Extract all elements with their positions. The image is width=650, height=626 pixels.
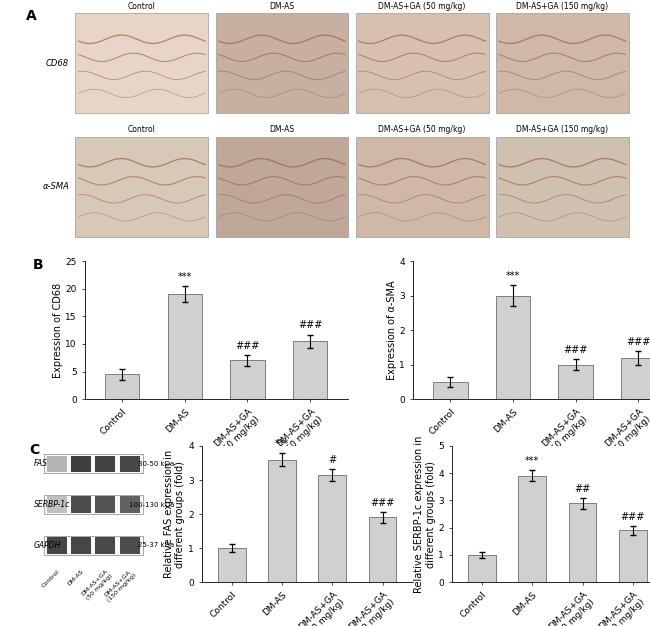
Bar [75,13,208,113]
Text: ###: ### [564,346,588,356]
Bar [44,536,142,555]
Text: DM-AS+GA
(50 mg/kg): DM-AS+GA (50 mg/kg) [81,568,113,601]
Bar [218,548,246,582]
Bar [268,459,296,582]
Bar [120,537,140,553]
Y-axis label: Expression of α-SMA: Expression of α-SMA [387,280,396,380]
Text: Control: Control [128,2,156,11]
Text: ###: ### [235,341,259,351]
Y-axis label: Expression of CD68: Expression of CD68 [53,282,62,377]
Bar [496,295,530,399]
Text: 30-50 kDa: 30-50 kDa [138,461,174,467]
Y-axis label: Relative FAS expression in
different groups (fold): Relative FAS expression in different gro… [164,450,185,578]
Text: ***: *** [506,271,520,281]
Text: DM-AS: DM-AS [269,125,294,135]
Text: SERBP-1c: SERBP-1c [34,500,70,509]
Bar [216,136,348,237]
Bar [216,13,348,113]
Bar [71,496,91,513]
Bar [496,13,629,113]
Bar [356,136,489,237]
Bar [293,341,328,399]
Text: ***: *** [275,439,289,449]
Text: DM-AS+GA (150 mg/kg): DM-AS+GA (150 mg/kg) [516,125,608,135]
Text: A: A [26,9,37,23]
Bar [569,503,596,582]
Bar [619,530,647,582]
Bar [519,476,546,582]
Y-axis label: Relative SERBP-1c expression in
different groups (fold): Relative SERBP-1c expression in differen… [414,436,436,593]
Bar [168,294,202,399]
Bar [433,382,467,399]
Text: 25-37 kDa: 25-37 kDa [138,542,174,548]
Bar [468,555,496,582]
Bar [120,456,140,472]
Text: DM-AS+GA (50 mg/kg): DM-AS+GA (50 mg/kg) [378,2,466,11]
Text: 100-130 kDa: 100-130 kDa [129,501,174,508]
Bar [44,454,142,473]
Bar [356,13,489,113]
Text: ##: ## [575,484,591,494]
Bar [47,456,67,472]
Text: DM-AS+GA
(150 mg/kg): DM-AS+GA (150 mg/kg) [103,568,137,603]
Text: GAPDH: GAPDH [34,541,61,550]
Bar [96,456,116,472]
Text: Control: Control [128,125,156,135]
Bar [369,518,396,582]
Text: ###: ### [621,512,645,522]
Text: DM-AS+GA (50 mg/kg): DM-AS+GA (50 mg/kg) [378,125,466,135]
Bar [230,361,265,399]
Bar [318,475,346,582]
Bar [71,456,91,472]
Text: ###: ### [370,498,395,508]
Text: ###: ### [298,321,322,331]
Text: ***: *** [177,272,192,282]
Bar [105,374,139,399]
Bar [75,136,208,237]
Bar [120,496,140,513]
Bar [621,357,650,399]
Text: ###: ### [626,337,650,347]
Bar [47,496,67,513]
Bar [71,537,91,553]
Text: α-SMA: α-SMA [42,182,69,192]
Bar [96,537,116,553]
Bar [496,136,629,237]
Text: CD68: CD68 [46,59,69,68]
Text: DM-AS: DM-AS [269,2,294,11]
Text: #: # [328,454,336,464]
Text: DM-AS+GA (150 mg/kg): DM-AS+GA (150 mg/kg) [516,2,608,11]
Text: C: C [29,443,40,457]
Text: Control: Control [41,568,60,588]
Text: FAS: FAS [34,459,48,468]
Text: DM-AS: DM-AS [66,568,84,587]
Bar [44,495,142,514]
Bar [47,537,67,553]
Bar [96,496,116,513]
Bar [558,364,593,399]
Text: B: B [32,258,43,272]
Text: ***: *** [525,456,540,466]
